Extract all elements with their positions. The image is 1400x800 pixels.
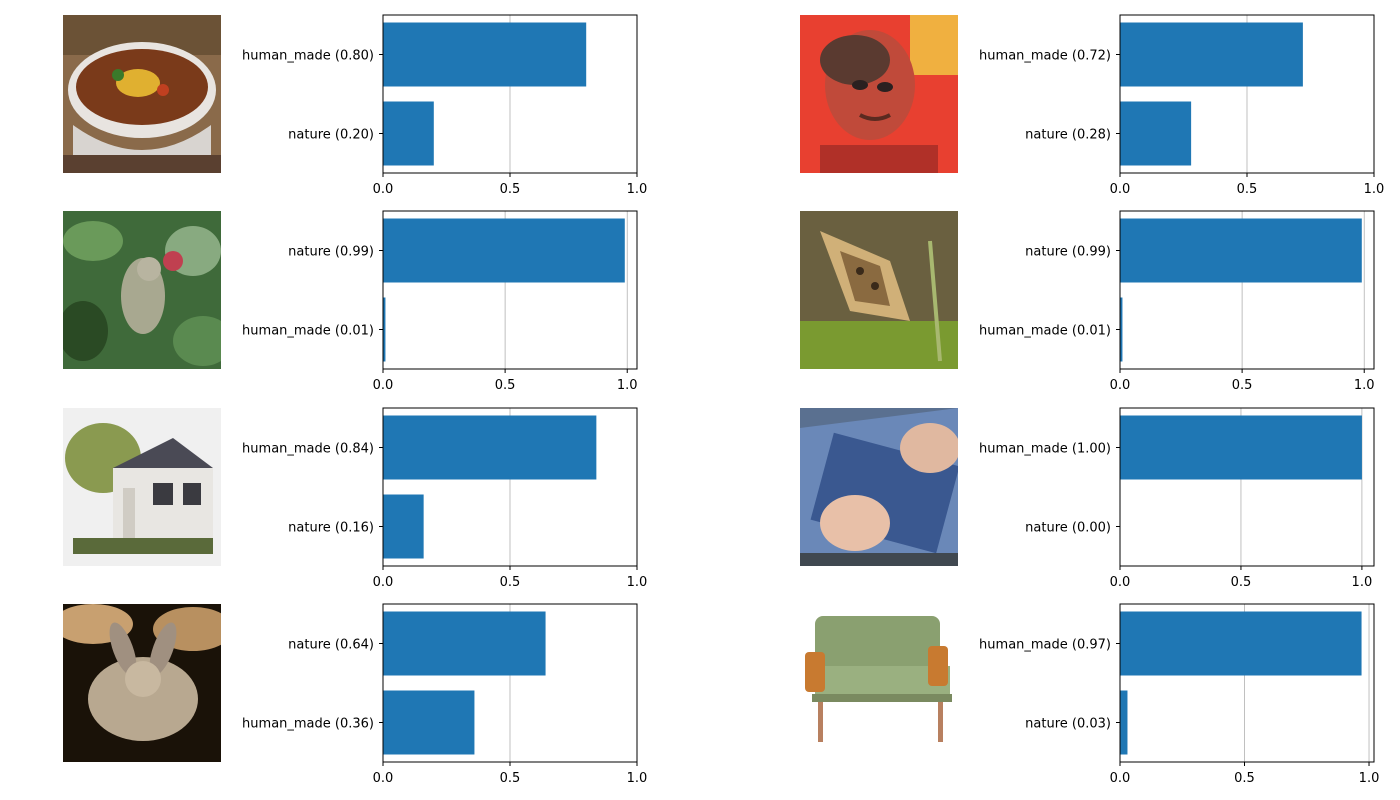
house-icon [63,408,221,566]
x-tick-label: 1.0 [617,378,638,393]
x-tick-label: 0.5 [495,378,516,393]
bar [1120,690,1128,755]
x-tick-label: 0.0 [1110,771,1131,786]
green-sofa-icon [800,604,958,762]
soup-bowl-icon [63,15,221,173]
bar [383,22,587,87]
bar [383,415,597,480]
bar-label: human_made (1.00) [979,442,1111,457]
bar-label: human_made (0.97) [979,638,1111,653]
x-tick-label: 0.5 [500,575,521,590]
x-tick-label: 0.0 [1110,182,1131,197]
x-tick-label: 1.0 [1364,182,1385,197]
x-tick-label: 0.5 [1234,771,1255,786]
portrait-face-icon [800,15,958,173]
x-tick-label: 0.5 [500,771,521,786]
bar-label: nature (0.64) [288,638,374,653]
axes-frame [1119,603,1375,763]
bar [383,101,434,166]
bar-label: nature (0.99) [1025,245,1111,260]
bar [383,611,546,676]
x-tick-label: 0.0 [373,575,394,590]
bar-label: nature (0.16) [288,521,374,536]
x-tick-label: 1.0 [627,182,648,197]
bar [1120,297,1123,362]
x-tick-label: 0.5 [1237,182,1258,197]
x-tick-label: 1.0 [1359,771,1380,786]
x-tick-label: 1.0 [627,575,648,590]
bar [1120,611,1362,676]
x-tick-label: 0.5 [1231,575,1252,590]
axes-frame [1119,407,1375,567]
x-tick-label: 0.0 [373,378,394,393]
rabbit-icon [63,604,221,762]
bar-label: human_made (0.72) [979,49,1111,64]
x-tick-label: 1.0 [1352,575,1373,590]
x-tick-label: 0.0 [373,771,394,786]
bar [383,690,475,755]
bar-label: human_made (0.36) [242,717,374,732]
bar [383,494,424,559]
x-tick-label: 0.5 [500,182,521,197]
bar-label: nature (0.99) [288,245,374,260]
bar-label: human_made (0.84) [242,442,374,457]
butterfly-icon [800,211,958,369]
bar-label: nature (0.28) [1025,128,1111,143]
axes-frame [1119,210,1375,370]
x-tick-label: 0.0 [1110,378,1131,393]
bar [1120,415,1362,480]
bar-label: human_made (0.01) [242,324,374,339]
bar-label: human_made (0.80) [242,49,374,64]
bird-in-foliage-icon [63,211,221,369]
axes-frame [382,210,638,370]
bar-label: nature (0.20) [288,128,374,143]
x-tick-label: 0.0 [1110,575,1131,590]
bar [1120,218,1362,283]
bar [383,297,386,362]
bar-label: nature (0.03) [1025,717,1111,732]
bar [1120,101,1192,166]
bar-label: nature (0.00) [1025,521,1111,536]
keyboard-hands-icon [800,408,958,566]
bar [383,218,625,283]
x-tick-label: 0.5 [1232,378,1253,393]
x-tick-label: 0.0 [373,182,394,197]
x-tick-label: 1.0 [627,771,648,786]
bar [1120,22,1303,87]
bar-label: human_made (0.01) [979,324,1111,339]
x-tick-label: 1.0 [1354,378,1375,393]
